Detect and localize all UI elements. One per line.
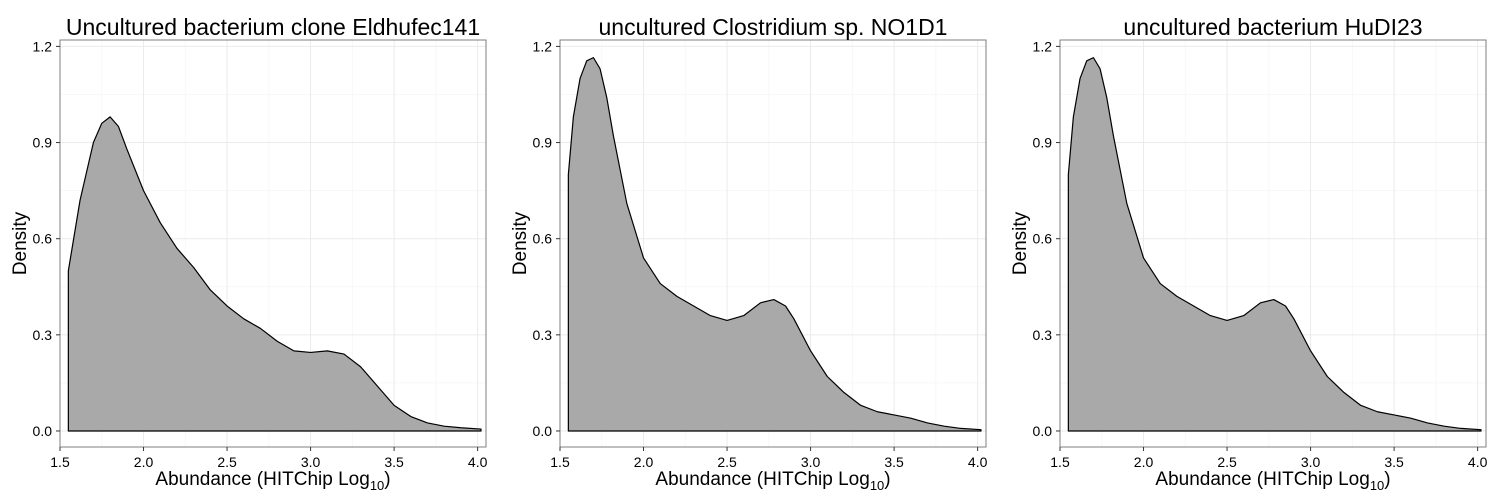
x-axis-title-subscript: 10 bbox=[1370, 478, 1384, 493]
x-axis-title-main: Abundance (HITChip Log bbox=[1155, 469, 1369, 490]
x-tick-label: 2.0 bbox=[1134, 454, 1154, 470]
x-axis-title: Abundance (HITChip Log10) bbox=[655, 469, 890, 493]
density-panel-1: 1.5 2.0 2.5 3.0 3.5 4.0 0.0 0.3 0.6 0.9 1.2 Uncultu… bbox=[10, 14, 488, 493]
x-tick-label: 4.0 bbox=[468, 454, 488, 470]
x-tick-label: 3.0 bbox=[301, 454, 321, 470]
x-tick-label: 1.5 bbox=[550, 454, 570, 470]
x-tick-label: 3.5 bbox=[1384, 454, 1404, 470]
density-area bbox=[67, 116, 482, 432]
y-tick-label: 0.9 bbox=[33, 135, 53, 151]
x-axis-title-main: Abundance (HITChip Log bbox=[655, 469, 869, 490]
x-tick-label: 3.0 bbox=[801, 454, 821, 470]
x-tick-label: 3.5 bbox=[384, 454, 404, 470]
chart-title: Uncultured bacterium clone Eldhufec141 bbox=[66, 14, 480, 40]
x-tick-label: 3.0 bbox=[1301, 454, 1321, 470]
plot-frame bbox=[559, 39, 987, 448]
x-tick-label: 2.5 bbox=[1217, 454, 1237, 470]
x-axis-title-subscript: 10 bbox=[370, 478, 384, 493]
y-axis-title: Density bbox=[10, 211, 31, 275]
x-axis-title-end: ) bbox=[1384, 469, 1390, 490]
y-tick-label: 1.2 bbox=[33, 38, 53, 54]
y-tick-label: 0.0 bbox=[533, 423, 553, 439]
y-tick-label: 1.2 bbox=[1033, 38, 1053, 54]
chart-title: uncultured Clostridium sp. NO1D1 bbox=[599, 14, 948, 40]
x-axis-title: Abundance (HITChip Log10) bbox=[155, 469, 390, 493]
x-tick-label: 2.0 bbox=[134, 454, 154, 470]
plot-frame bbox=[1059, 39, 1487, 448]
x-tick-label: 2.5 bbox=[717, 454, 737, 470]
x-axis-title-end: ) bbox=[384, 469, 390, 490]
density-area bbox=[1067, 57, 1482, 432]
x-tick-label: 2.0 bbox=[634, 454, 654, 470]
x-tick-label: 3.5 bbox=[884, 454, 904, 470]
x-axis-title-main: Abundance (HITChip Log bbox=[155, 469, 369, 490]
x-axis-title-subscript: 10 bbox=[870, 478, 884, 493]
density-area bbox=[567, 57, 982, 432]
density-panel-2: 1.5 2.0 2.5 3.0 3.5 4.0 0.0 0.3 0.6 0.9 1.2 uncultu… bbox=[510, 14, 988, 493]
y-tick-label: 1.2 bbox=[533, 38, 553, 54]
y-tick-label: 0.3 bbox=[1033, 327, 1053, 343]
y-axis-title: Density bbox=[1010, 211, 1031, 275]
x-tick-label: 2.5 bbox=[217, 454, 237, 470]
y-tick-label: 0.6 bbox=[33, 231, 53, 247]
y-tick-label: 0.9 bbox=[1033, 135, 1053, 151]
y-tick-label: 0.9 bbox=[533, 135, 553, 151]
x-tick-label: 1.5 bbox=[1050, 454, 1070, 470]
x-tick-label: 1.5 bbox=[50, 454, 70, 470]
x-axis-title: Abundance (HITChip Log10) bbox=[1155, 469, 1390, 493]
x-axis-title-end: ) bbox=[884, 469, 890, 490]
chart-title: uncultured bacterium HuDI23 bbox=[1123, 14, 1422, 40]
y-tick-label: 0.6 bbox=[1033, 231, 1053, 247]
y-tick-label: 0.0 bbox=[33, 423, 53, 439]
density-panel-3: 1.5 2.0 2.5 3.0 3.5 4.0 0.0 0.3 0.6 0.9 1.2 uncultu… bbox=[1010, 14, 1488, 493]
y-tick-label: 0.3 bbox=[533, 327, 553, 343]
y-axis-title: Density bbox=[510, 211, 531, 275]
y-tick-label: 0.0 bbox=[1033, 423, 1053, 439]
x-tick-label: 4.0 bbox=[968, 454, 988, 470]
x-tick-label: 4.0 bbox=[1468, 454, 1488, 470]
y-tick-label: 0.3 bbox=[33, 327, 53, 343]
y-tick-label: 0.6 bbox=[533, 231, 553, 247]
plot-frame bbox=[59, 39, 487, 448]
